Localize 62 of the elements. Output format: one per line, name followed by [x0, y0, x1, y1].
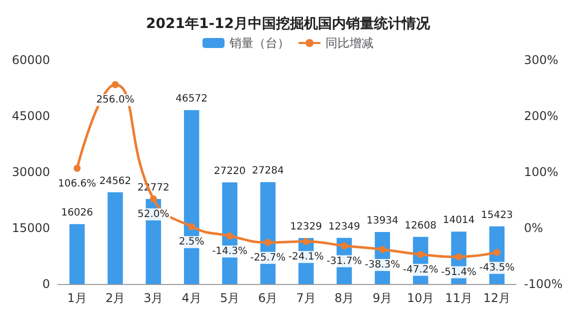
x-tick-label: 11月: [445, 291, 472, 305]
y-tick-label: 60000: [12, 53, 50, 67]
data-label: 256.0%: [96, 94, 134, 106]
data-label: 16026: [61, 208, 93, 219]
data-label: 14014: [442, 215, 475, 226]
y2-tick-label: -100%: [524, 277, 563, 291]
point: [226, 232, 234, 240]
point: [378, 246, 386, 253]
x-tick-label: 3月: [144, 291, 164, 305]
data-label: 12329: [290, 221, 322, 232]
data-label: -24.1%: [288, 251, 324, 262]
data-label: -31.7%: [326, 256, 362, 267]
y-tick-label: 30000: [12, 165, 50, 179]
point: [493, 248, 500, 256]
y2-tick-label: 200%: [524, 109, 558, 123]
point: [74, 164, 81, 172]
x-tick-label: 7月: [296, 291, 316, 305]
x-tick-label: 6月: [258, 291, 278, 305]
x-tick-label: 5月: [220, 291, 240, 305]
legend-label: 同比增减: [326, 36, 374, 50]
data-label: 46572: [176, 94, 208, 105]
data-label: -14.3%: [212, 246, 248, 258]
bar: [108, 192, 123, 284]
y-tick-label: 15000: [12, 221, 50, 235]
data-label: -51.4%: [441, 266, 476, 278]
point: [112, 81, 119, 88]
x-tick-label: 2月: [105, 291, 126, 305]
data-label: 12349: [328, 221, 360, 232]
x-tick-label: 8月: [334, 291, 354, 305]
bar: [69, 224, 85, 284]
x-tick-label: 1月: [67, 291, 87, 305]
data-label: 52.0%: [138, 208, 170, 220]
y-tick-label: 45000: [12, 109, 50, 123]
point: [188, 223, 196, 230]
data-label: 27220: [214, 166, 246, 177]
data-label: -43.5%: [479, 262, 515, 274]
y2-tick-label: 300%: [524, 53, 558, 67]
data-label: -47.2%: [402, 264, 438, 276]
point: [417, 250, 424, 258]
data-label: 12608: [404, 220, 436, 232]
data-label: -25.7%: [250, 252, 286, 264]
point: [150, 195, 157, 202]
x-tick-label: 9月: [372, 291, 392, 305]
data-label: -38.3%: [364, 259, 400, 270]
data-label: 24562: [99, 176, 132, 187]
x-tick-label: 4月: [182, 291, 202, 305]
y-tick-label: 0: [42, 277, 50, 291]
data-label: 106.6%: [58, 178, 96, 190]
point: [264, 238, 272, 246]
x-tick-label: 10月: [406, 291, 434, 305]
y2-tick-label: 0%: [524, 221, 544, 235]
data-label: 27284: [252, 166, 284, 177]
point: [340, 242, 348, 250]
y2-tick-label: 100%: [524, 165, 558, 179]
point: [455, 253, 462, 260]
chart-title: 2021年1-12月中国挖掘机国内销量统计情况: [146, 15, 431, 32]
x-tick-label: 12月: [483, 291, 511, 305]
data-label: 2.5%: [178, 236, 204, 248]
data-label: 13934: [366, 215, 398, 226]
point: [302, 238, 310, 245]
legend-label: 销量（台）: [228, 36, 290, 50]
data-label: 15423: [481, 210, 513, 221]
